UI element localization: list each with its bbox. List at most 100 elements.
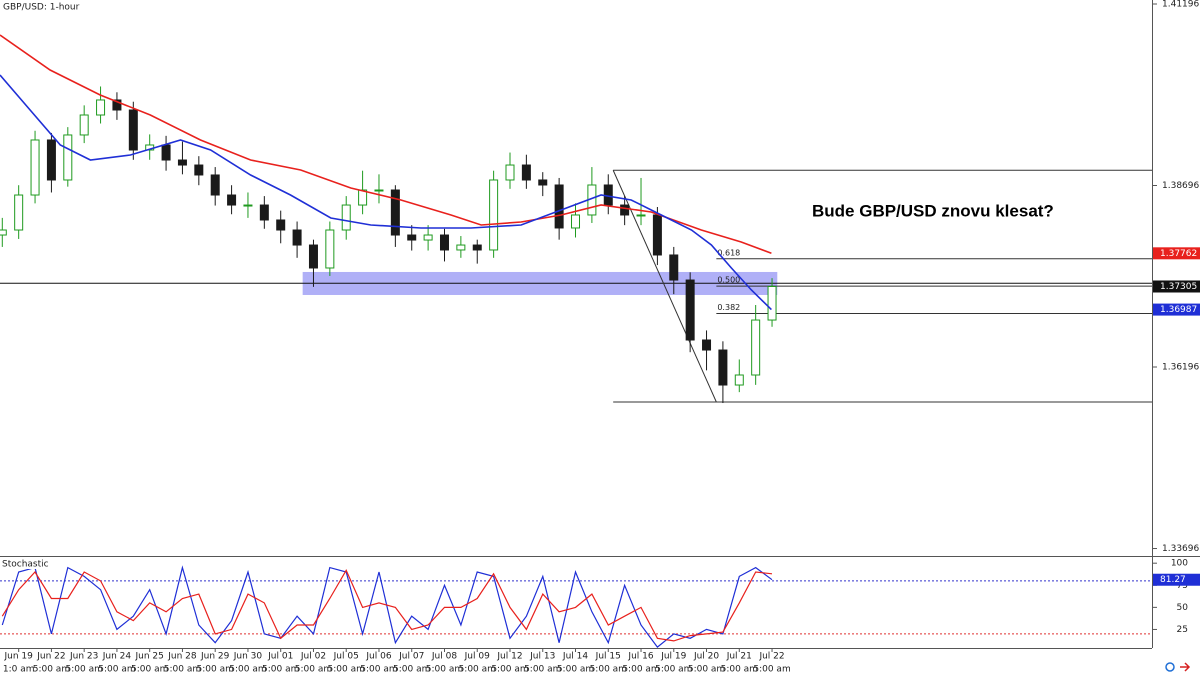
toolbar-icons[interactable]: [1165, 662, 1191, 672]
x-tick-label: Jul 01: [267, 652, 293, 662]
x-tick-sublabel: 5:00 am: [33, 665, 70, 675]
candle-body: [292, 229, 302, 246]
x-tick-label: Jul 06: [365, 652, 391, 662]
candle-body: [128, 109, 138, 151]
candle-body: [734, 374, 744, 386]
y-tick-label: 1.38696: [1162, 181, 1199, 191]
candle-body: [505, 164, 515, 181]
candle-body: [46, 139, 56, 181]
x-tick-sublabel: 5:00 am: [426, 665, 463, 675]
x-tick-label: Jun 24: [102, 652, 132, 662]
x-tick-sublabel: 5:00 am: [688, 665, 725, 675]
candle-body: [259, 204, 269, 221]
candle-body: [243, 204, 253, 207]
candle-body: [456, 244, 466, 251]
scroll-icon[interactable]: [1180, 662, 1191, 672]
candle-body: [374, 189, 384, 192]
annotation: Bude GBP/USD znovu klesat?: [812, 201, 1054, 220]
sync-icon[interactable]: [1165, 662, 1175, 672]
x-tick-sublabel: 5:00 am: [164, 665, 201, 675]
fib-level-label: 0.618: [717, 248, 740, 257]
x-tick-sublabel: 5:00 am: [66, 665, 103, 675]
x-tick-sublabel: 5:00 am: [229, 665, 266, 675]
x-tick-label: Jul 22: [758, 652, 784, 662]
candle-body: [538, 179, 548, 186]
x-tick-label: Jun 28: [167, 652, 197, 662]
x-tick-label: Jun 22: [36, 652, 65, 662]
candle-body: [341, 204, 351, 231]
candle-body: [30, 139, 40, 196]
candle-body: [652, 214, 662, 256]
y-tick-label: 75: [1177, 581, 1188, 591]
candle-body: [554, 184, 564, 229]
candle-body: [472, 244, 482, 251]
stoch-title: Stochastic: [2, 560, 49, 570]
candle-body: [718, 349, 728, 386]
candle-body: [423, 234, 433, 241]
candle-body: [702, 339, 712, 351]
candle-body: [177, 159, 187, 166]
title-box: [1, 1, 83, 13]
x-tick-sublabel: 5:00 am: [262, 665, 299, 675]
price-badge: [1153, 303, 1200, 316]
candle-body: [751, 319, 761, 376]
x-tick-label: Jul 08: [431, 652, 457, 662]
x-tick-label: Jul 15: [595, 652, 621, 662]
x-tick-sublabel: 5:00 am: [524, 665, 561, 675]
x-tick-label: Jul 05: [333, 652, 359, 662]
x-tick-sublabel: 5:00 am: [98, 665, 135, 675]
x-tick-sublabel: 5:00 am: [655, 665, 692, 675]
candle-body: [571, 214, 581, 229]
x-tick-label: Jul 09: [464, 652, 490, 662]
candle-body: [276, 219, 286, 231]
x-tick-sublabel: 5:00 am: [360, 665, 397, 675]
x-tick-sublabel: 5:00 am: [557, 665, 594, 675]
y-tick-label: 1.41196: [1162, 0, 1199, 9]
candle-body: [63, 134, 73, 181]
candle-body: [407, 234, 417, 241]
x-tick-label: Jun 29: [200, 652, 230, 662]
x-tick-label: Jul 07: [398, 652, 424, 662]
x-tick-label: Jun 25: [134, 652, 163, 662]
x-tick-label: Jul 16: [627, 652, 653, 662]
x-tick-sublabel: 5:00 am: [131, 665, 168, 675]
x-tick-sublabel: 5:00 am: [393, 665, 430, 675]
x-tick-label: Jul 21: [726, 652, 752, 662]
candle-body: [685, 279, 695, 341]
moving-average: [0, 74, 772, 311]
y-tick-label: 50: [1177, 603, 1189, 613]
x-tick-sublabel: 5:00 am: [590, 665, 627, 675]
stoch-title-box: [1, 558, 41, 569]
price-badge-label: 1.36987: [1160, 305, 1197, 315]
price-badge-label: 1.37762: [1160, 249, 1197, 259]
candle-body: [161, 144, 171, 161]
candle-body: [112, 99, 122, 111]
x-tick-sublabel: 5:00 am: [459, 665, 496, 675]
fib-level-label: 0.500: [717, 276, 740, 285]
candle-body: [0, 229, 7, 236]
candle-body: [96, 99, 106, 116]
candle-body: [521, 164, 531, 181]
x-tick-label: Jul 02: [300, 652, 326, 662]
x-tick-sublabel: 5:00 am: [328, 665, 365, 675]
x-tick-label: Jul 20: [693, 652, 719, 662]
candle-body: [439, 234, 449, 251]
x-tick-sublabel: 5:00 am: [721, 665, 758, 675]
candle-body: [390, 189, 400, 236]
candle-body: [210, 174, 220, 196]
candle-body: [308, 244, 318, 269]
candle-body: [620, 204, 630, 216]
oscillator-line: [1, 565, 773, 648]
x-tick-label: Jul 19: [660, 652, 686, 662]
candle-body: [489, 179, 499, 251]
price-badge-label: 1.37305: [1160, 282, 1197, 292]
fib-level-label: 0.382: [717, 303, 740, 312]
x-tick-sublabel: 1:0 am: [3, 665, 35, 675]
y-tick-label: 25: [1177, 625, 1188, 635]
y-tick-label: 1.33696: [1162, 544, 1199, 554]
candle-body: [194, 164, 204, 176]
x-tick-label: Jun 23: [69, 652, 98, 662]
x-tick-sublabel: 5:00 am: [197, 665, 234, 675]
